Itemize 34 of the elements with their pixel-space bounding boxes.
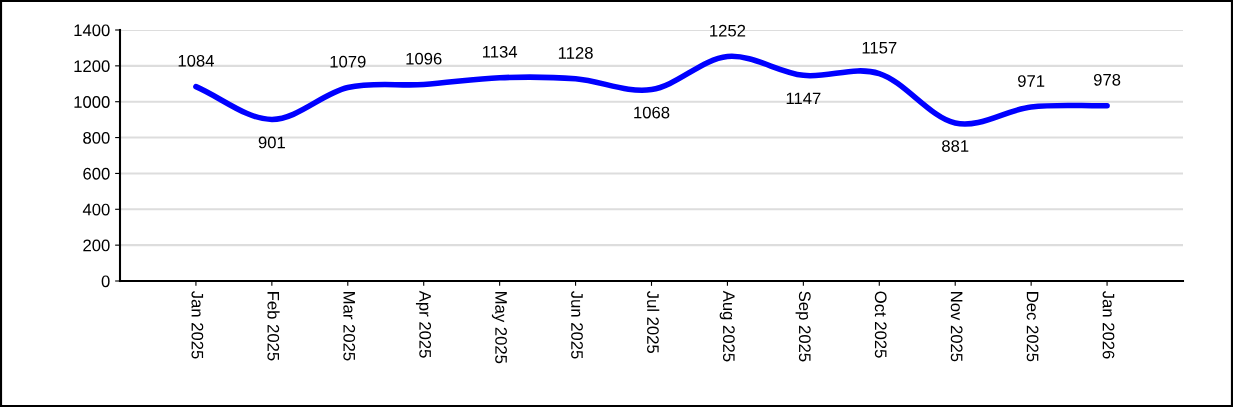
data-label: 881 <box>942 140 969 152</box>
x-tick-label: Apr 2025 <box>415 290 432 358</box>
data-label: 1252 <box>710 24 746 37</box>
y-tick-label: 800 <box>83 131 110 144</box>
data-label: 1157 <box>862 41 897 54</box>
y-tick-label: 600 <box>83 167 110 180</box>
data-label: 971 <box>1018 75 1045 87</box>
x-tick-label: Sep 2025 <box>795 291 811 362</box>
x-tick-label: Jan 2025 <box>191 290 204 359</box>
x-tick-label: Dec 2025 <box>1026 292 1039 362</box>
data-label: 1128 <box>558 47 593 59</box>
y-tick-label: 400 <box>82 203 110 216</box>
y-tick-label: 1400 <box>74 24 110 37</box>
x-tick-label: Mar 2025 <box>343 292 356 361</box>
data-label: 978 <box>1093 73 1121 86</box>
y-tick-label: 1200 <box>74 60 110 73</box>
x-tick-label: Feb 2025 <box>267 292 280 361</box>
data-label: 1134 <box>482 45 518 58</box>
data-label: 1096 <box>406 52 442 65</box>
x-tick-label: Jan 2026 <box>1102 290 1115 359</box>
data-label: 1147 <box>786 92 821 105</box>
x-tick-label: Jul 2025 <box>647 290 660 354</box>
data-label: 1068 <box>634 106 670 119</box>
x-tick-label: Jun 2025 <box>571 290 583 359</box>
y-tick-label: 1000 <box>74 96 110 108</box>
x-tick-label: Nov 2025 <box>950 292 963 362</box>
data-label: 1084 <box>178 54 214 67</box>
x-tick-label: Oct 2025 <box>874 291 887 358</box>
data-label: 901 <box>258 136 285 149</box>
x-tick-label: May 2025 <box>491 292 507 364</box>
y-tick-label: 200 <box>83 239 110 252</box>
data-label: 1079 <box>330 55 366 68</box>
y-tick-label: 0 <box>101 275 110 288</box>
x-tick-label: Aug 2025 <box>719 290 735 362</box>
